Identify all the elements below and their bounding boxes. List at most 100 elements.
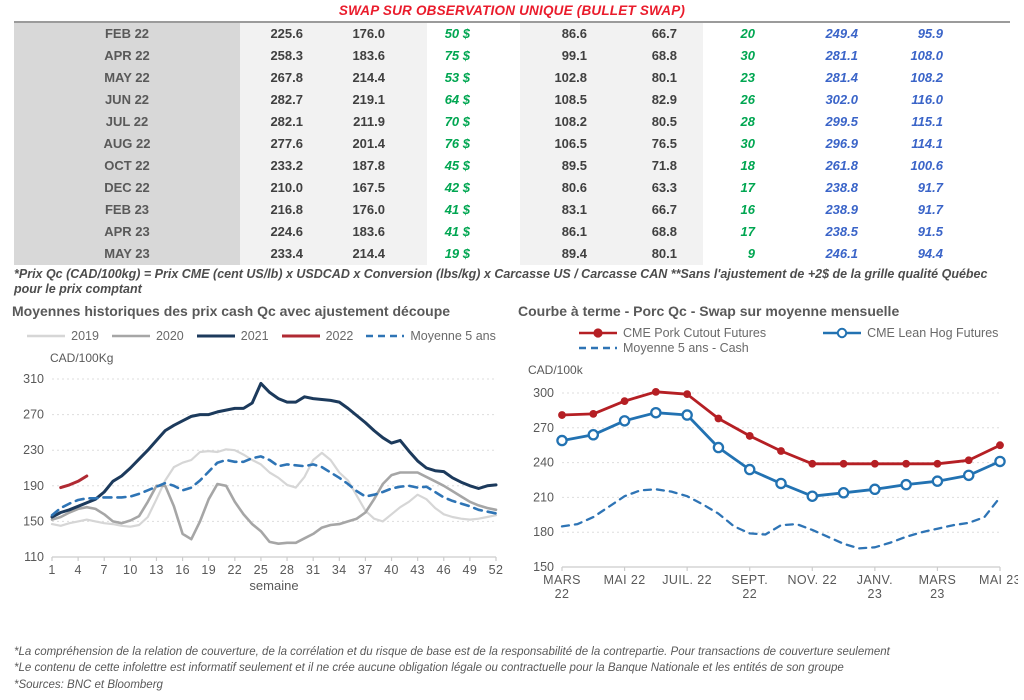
row-value: 83.1	[520, 199, 610, 221]
row-value: 233.4	[240, 243, 335, 265]
legend-item: Moyenne 5 ans - Cash	[578, 341, 749, 355]
legend-item: 2021	[196, 329, 269, 343]
svg-text:semaine: semaine	[249, 578, 298, 593]
row-month-label: APR 22	[14, 45, 240, 67]
legend-label: 2022	[325, 329, 354, 343]
legend-line-icon	[111, 334, 150, 338]
row-value: 45 $	[444, 158, 470, 173]
svg-text:SEPT.22: SEPT. 22	[731, 573, 768, 601]
legend-row: 2019 2020 2021 2022 Moyenne 5 ans	[12, 329, 510, 343]
row-value: 201.4	[335, 133, 427, 155]
row-value: 53 $	[444, 70, 470, 85]
row-value: 64 $	[444, 92, 470, 107]
row-value: 233.2	[240, 155, 335, 177]
row-value: 91.7	[917, 180, 943, 195]
svg-text:46: 46	[436, 563, 451, 577]
row-value: 176.0	[335, 23, 427, 45]
svg-text:25: 25	[254, 563, 269, 577]
row-value: 63.3	[610, 177, 703, 199]
svg-text:10: 10	[123, 563, 138, 577]
row-value: 75 $	[444, 48, 470, 63]
svg-text:34: 34	[332, 563, 347, 577]
forward-curve-chart-section: Courbe à terme - Porc Qc - Swap sur moye…	[518, 303, 1021, 636]
row-value: 30	[740, 136, 755, 151]
row-value: 80.6	[520, 177, 610, 199]
row-value: 82.9	[610, 89, 703, 111]
row-value: 91.5	[917, 224, 943, 239]
row-value: 115.1	[911, 114, 943, 129]
table-footnote: *Prix Qc (CAD/100kg) = Prix CME (cent US…	[14, 267, 988, 296]
row-value: 89.5	[520, 155, 610, 177]
row-value: 106.5	[520, 133, 610, 155]
row-value: 99.1	[520, 45, 610, 67]
svg-text:7: 7	[101, 563, 108, 577]
row-value: 66.7	[610, 199, 703, 221]
row-value: 216.8	[240, 199, 335, 221]
row-value: 19 $	[444, 246, 470, 261]
svg-text:28: 28	[280, 563, 295, 577]
row-value: 281.1	[825, 48, 858, 63]
svg-text:270: 270	[533, 421, 554, 435]
row-value: 18	[740, 158, 755, 173]
row-value: 299.5	[825, 114, 858, 129]
row-month-label: JUN 22	[14, 89, 240, 111]
row-value: 80.5	[610, 111, 703, 133]
svg-text:31: 31	[306, 563, 321, 577]
legend-line-icon	[366, 334, 405, 338]
row-month-label: AUG 22	[14, 133, 240, 155]
legend-label: Moyenne 5 ans - Cash	[623, 341, 749, 355]
footer-disclaimer: *La compréhension de la relation de couv…	[14, 644, 1014, 693]
svg-text:40: 40	[384, 563, 399, 577]
row-value: 238.8	[825, 180, 858, 195]
row-value: 26	[740, 92, 755, 107]
row-value: 214.4	[335, 67, 427, 89]
row-value: 258.3	[240, 45, 335, 67]
row-value: 302.0	[825, 92, 858, 107]
row-value: 9	[747, 246, 755, 261]
chart-legend: CME Pork Cutout Futures CME Lean Hog Futu…	[518, 325, 1020, 355]
row-value: 23	[740, 70, 755, 85]
svg-text:300: 300	[533, 386, 554, 400]
row-value: 41 $	[444, 202, 470, 217]
svg-text:1: 1	[48, 563, 55, 577]
row-month-label: FEB 23	[14, 199, 240, 221]
svg-text:19: 19	[201, 563, 216, 577]
historical-plot: 110 150 190 230 270 310 1 4 7 10 13 16 19 22 25 28 31 34 3…	[23, 372, 503, 593]
row-month-label: APR 23	[14, 221, 240, 243]
row-month-label: JUL 22	[14, 111, 240, 133]
row-value: 41 $	[444, 224, 470, 239]
svg-text:13: 13	[149, 563, 164, 577]
row-value: 76 $	[444, 136, 470, 151]
svg-text:JANV.23: JANV. 23	[857, 573, 893, 601]
forward-plot: 150 180 210 240 270 300 MARS 22 MAI 22 JUIL. 22 SE…	[533, 386, 1020, 601]
disclaimer-line: *Le contenu de cette infolettre est info…	[14, 662, 844, 675]
row-value: 176.0	[335, 199, 427, 221]
chart-title: Courbe à terme - Porc Qc - Swap sur moye…	[518, 303, 900, 319]
legend-item: 2022	[281, 329, 354, 343]
row-value: 80.1	[610, 67, 703, 89]
y-axis-unit: CAD/100Kg	[50, 351, 114, 365]
row-value: 219.1	[335, 89, 427, 111]
svg-text:190: 190	[23, 479, 44, 493]
svg-text:230: 230	[23, 443, 44, 457]
row-value: 210.0	[240, 177, 335, 199]
svg-text:16: 16	[175, 563, 190, 577]
row-value: 108.2	[520, 111, 610, 133]
row-value: 214.4	[335, 243, 427, 265]
svg-text:150: 150	[23, 514, 44, 528]
legend-line-icon	[823, 327, 862, 339]
svg-text:310: 310	[23, 372, 44, 386]
chart-legend: 2019 2020 2021 2022 Moyenne 5 ans	[12, 325, 510, 343]
forward-curve-chart: 150 180 210 240 270 300 MARS 22 MAI 22 JUIL. 22 SE…	[518, 379, 1020, 636]
svg-text:180: 180	[533, 525, 554, 539]
legend-label: Moyenne 5 ans	[410, 329, 496, 343]
row-value: 66.7	[610, 23, 703, 45]
row-value: 76.5	[610, 133, 703, 155]
row-value: 30	[740, 48, 755, 63]
row-value: 102.8	[520, 67, 610, 89]
row-value: 70 $	[444, 114, 470, 129]
svg-text:150: 150	[533, 560, 554, 574]
legend-item: CME Pork Cutout Futures	[578, 326, 766, 340]
row-month-label: MAY 23	[14, 243, 240, 265]
svg-text:37: 37	[358, 563, 373, 577]
